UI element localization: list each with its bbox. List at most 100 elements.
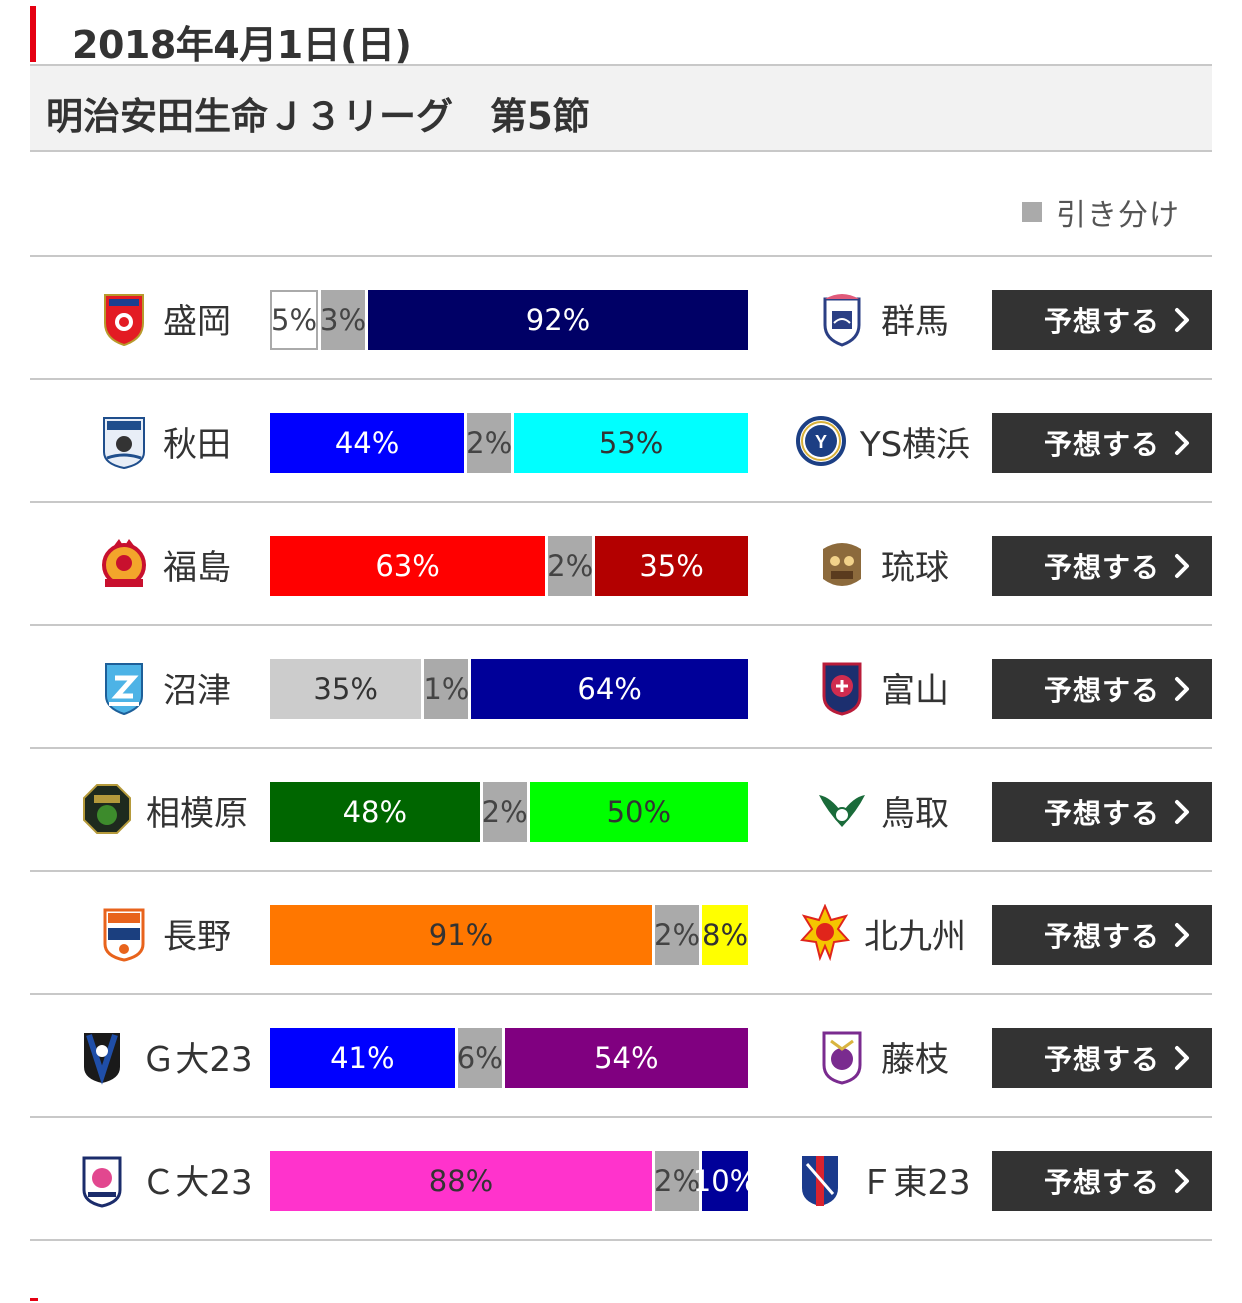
home-team: 秋田 [60, 410, 270, 472]
predict-button[interactable]: 予想する [992, 905, 1212, 965]
chevron-right-icon [1168, 1044, 1196, 1072]
crest-blackblue-icon [77, 1027, 127, 1085]
home-win-segment: 5% [270, 290, 318, 350]
away-win-segment: 64% [471, 659, 748, 719]
shield-pink-icon [77, 1150, 127, 1208]
wings-green-icon [817, 781, 867, 839]
away-team-name: 群馬 [881, 301, 949, 342]
match-row: 相模原 48% 2% 50% 鳥取 予想する [30, 749, 1212, 872]
chevron-right-icon [1168, 675, 1196, 703]
shield-red-navy-icon [817, 658, 867, 716]
draw-segment: 2% [654, 905, 700, 965]
away-team-name: YS横浜 [859, 424, 971, 465]
match-row: Ｇ大23 41% 6% 54% 藤枝 予想する [30, 995, 1212, 1118]
match-row: 盛岡 5% 3% 92% 群馬 予想する [30, 257, 1212, 380]
home-team-name: 長野 [163, 916, 231, 957]
shield-blue-icon [99, 412, 149, 470]
home-team: 福島 [60, 533, 270, 595]
draw-segment: 2% [466, 413, 512, 473]
octagon-green-icon [82, 781, 132, 839]
draw-segment: 1% [423, 659, 469, 719]
home-team: Ｃ大23 [60, 1148, 270, 1210]
home-team: Ｇ大23 [60, 1025, 270, 1087]
shisa-brown-icon [817, 535, 867, 593]
away-win-segment: 35% [595, 536, 748, 596]
draw-legend-label: 引き分け [1056, 198, 1180, 233]
predict-button-label: 予想する [1043, 551, 1160, 584]
prediction-bar: 88% 2% 10% [270, 1151, 757, 1211]
home-win-segment: 63% [270, 536, 546, 596]
predict-button-label: 予想する [1043, 1043, 1160, 1076]
away-team: Ｆ東23 [778, 1148, 988, 1210]
chevron-right-icon [1168, 798, 1196, 826]
predict-button[interactable]: 予想する [992, 290, 1212, 350]
predict-button[interactable]: 予想する [992, 1151, 1212, 1211]
predict-button-label: 予想する [1043, 1166, 1160, 1199]
home-team: 沼津 [60, 656, 270, 718]
away-win-segment: 53% [514, 413, 748, 473]
home-team-name: 福島 [163, 547, 231, 588]
predict-button-label: 予想する [1043, 920, 1160, 953]
sun-yellow-icon [799, 903, 851, 962]
date-header: 2018年4月1日(日) [30, 6, 1212, 67]
predict-button[interactable]: 予想する [992, 1028, 1212, 1088]
away-win-segment: 10% [693, 1151, 757, 1211]
prediction-bar: 35% 1% 64% [270, 659, 748, 719]
prediction-bar: 44% 2% 53% [270, 413, 748, 473]
home-team-name: Ｃ大23 [141, 1162, 253, 1203]
predict-button[interactable]: 予想する [992, 659, 1212, 719]
home-team: 相模原 [60, 779, 270, 841]
away-team: 群馬 [778, 287, 988, 349]
match-row: 福島 63% 2% 35% 琉球 予想する [30, 503, 1212, 626]
away-team: 鳥取 [778, 779, 988, 841]
away-team-name: 鳥取 [881, 793, 949, 834]
away-win-segment: 54% [504, 1028, 748, 1088]
match-row: 秋田 44% 2% 53% Y YS横浜 予想する [30, 380, 1212, 503]
chevron-right-icon [1168, 306, 1196, 334]
shield-lightblue-icon [99, 658, 149, 716]
league-title: 明治安田生命Ｊ３リーグ 第5節 [46, 95, 590, 138]
draw-segment: 3% [320, 290, 366, 350]
home-win-segment: 91% [270, 905, 652, 965]
match-row: 長野 91% 2% 8% 北九州 予想する [30, 872, 1212, 995]
home-win-segment: 44% [270, 413, 465, 473]
home-team-name: 相模原 [146, 793, 248, 834]
away-team: 琉球 [778, 533, 988, 595]
away-team-name: 藤枝 [881, 1039, 949, 1080]
draw-swatch [1022, 202, 1042, 222]
crest-orange-icon [99, 535, 149, 593]
match-list: 盛岡 5% 3% 92% 群馬 予想する 秋田 44% 2% 53% Y YS横浜 予想する 福島 63% 2… [30, 255, 1212, 1241]
away-win-segment: 50% [529, 782, 748, 842]
circle-navy-icon: Y [795, 412, 846, 470]
draw-segment: 2% [654, 1151, 700, 1211]
home-win-segment: 35% [270, 659, 422, 719]
predict-button-label: 予想する [1043, 305, 1160, 338]
home-win-segment: 48% [270, 782, 480, 842]
away-team-name: 琉球 [881, 547, 949, 588]
home-win-segment: 41% [270, 1028, 455, 1088]
predict-button[interactable]: 予想する [992, 782, 1212, 842]
draw-segment: 2% [547, 536, 593, 596]
chevron-right-icon [1168, 429, 1196, 457]
chevron-right-icon [1168, 921, 1196, 949]
footer-accent [30, 1298, 38, 1301]
home-team-name: 盛岡 [163, 301, 231, 342]
away-team: 北九州 [778, 902, 988, 964]
shield-navy-icon [817, 289, 867, 347]
prediction-bar: 63% 2% 35% [270, 536, 748, 596]
shield-orange-icon [99, 904, 149, 962]
draw-segment: 6% [457, 1028, 503, 1088]
predict-button-label: 予想する [1043, 428, 1160, 461]
predict-button[interactable]: 予想する [992, 413, 1212, 473]
home-team-name: 沼津 [163, 670, 231, 711]
match-date: 2018年4月1日(日) [72, 23, 412, 67]
away-team: 藤枝 [778, 1025, 988, 1087]
home-team-name: 秋田 [163, 424, 231, 465]
match-row: 沼津 35% 1% 64% 富山 予想する [30, 626, 1212, 749]
away-team-name: 富山 [881, 670, 949, 711]
home-team-name: Ｇ大23 [141, 1039, 253, 1080]
shield-purple-icon [817, 1027, 867, 1085]
prediction-bar: 48% 2% 50% [270, 782, 748, 842]
prediction-bar: 91% 2% 8% [270, 905, 748, 965]
predict-button[interactable]: 予想する [992, 536, 1212, 596]
